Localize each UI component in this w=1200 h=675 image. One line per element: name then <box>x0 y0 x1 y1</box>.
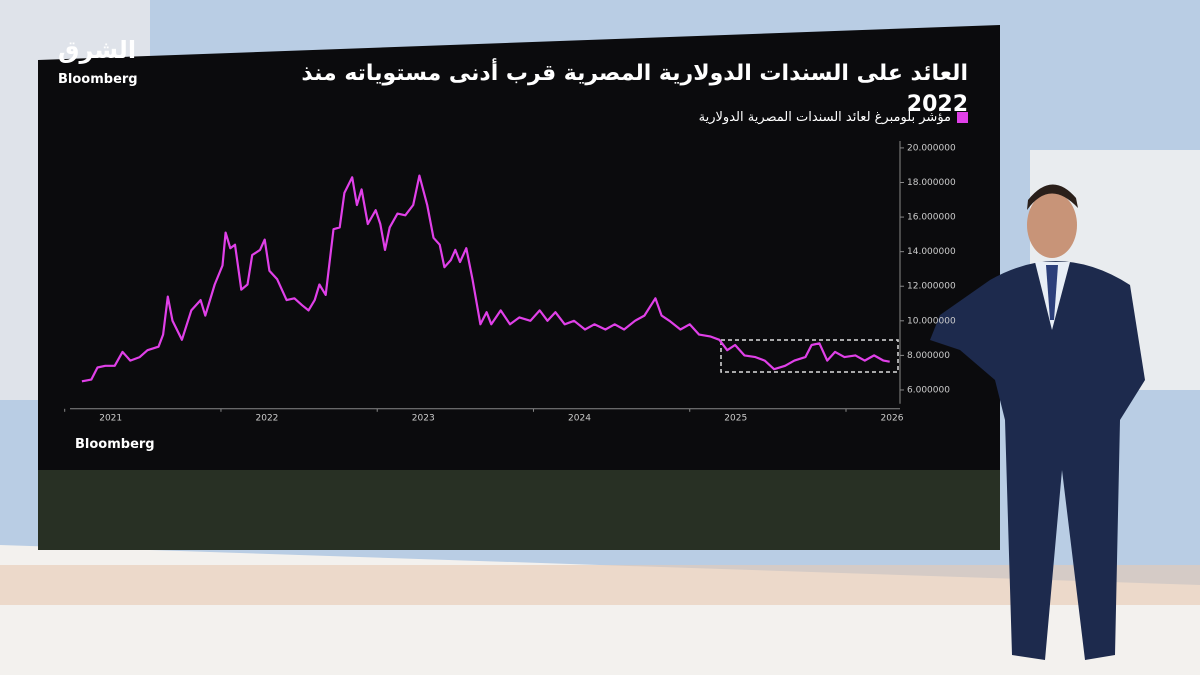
screen-trees <box>38 470 1000 550</box>
y-tick-label: 16.000000 <box>907 213 956 223</box>
legend-swatch <box>957 112 968 123</box>
x-tick-label: 2024 <box>568 413 591 423</box>
y-tick-label: 10.000000 <box>907 316 956 326</box>
head <box>1027 192 1077 258</box>
logo: Bloomberg <box>58 72 138 87</box>
suit <box>930 261 1145 660</box>
x-tick-label: 2022 <box>256 413 279 423</box>
x-tick-label: 2026 <box>881 413 904 423</box>
y-tick-label: 12.000000 <box>907 282 956 292</box>
presenter <box>930 184 1145 660</box>
x-tick-label: 2023 <box>412 413 435 423</box>
logo: الشرق <box>58 36 137 64</box>
y-tick-label: 14.000000 <box>907 247 956 257</box>
chart-title: العائد على السندات الدولارية المصرية قرب… <box>301 61 968 117</box>
y-tick-label: 8.000000 <box>907 351 950 361</box>
tie <box>1046 265 1058 320</box>
highlight-box <box>720 339 899 373</box>
legend: مؤشر بلومبرغ لعائد السندات المصرية الدول… <box>699 110 968 125</box>
y-tick-label: 20.000000 <box>907 143 956 153</box>
source: Bloomberg <box>75 437 155 452</box>
legend-label: مؤشر بلومبرغ لعائد السندات المصرية الدول… <box>698 110 951 125</box>
screen <box>38 25 1000 550</box>
x-tick-label: 2025 <box>724 413 747 423</box>
hair <box>1027 184 1078 210</box>
x-tick-label: 2021 <box>99 413 122 423</box>
series-line <box>81 174 890 383</box>
stage-light <box>0 565 1200 605</box>
y-tick-label: 6.000000 <box>907 385 950 395</box>
y-tick-label: 18.000000 <box>907 178 956 188</box>
